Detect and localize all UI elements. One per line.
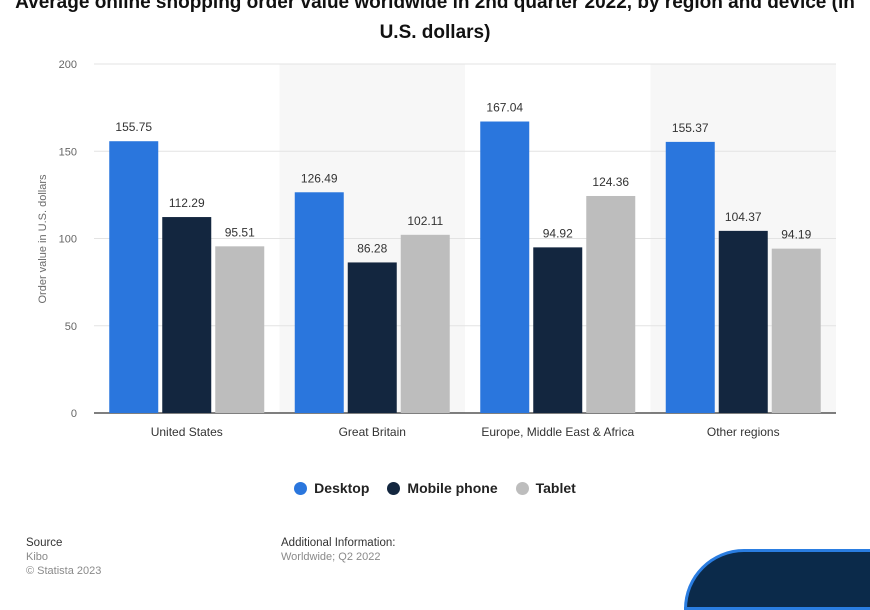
bar-chart: 0 50 100 150 200 155.75 112.29 95.51 126.49 86.2…	[37, 59, 836, 439]
y-axis-label: Order value in U.S. dollars	[37, 174, 49, 303]
source-value: Kibo	[26, 551, 49, 563]
data-label: 124.36	[592, 175, 629, 189]
data-label: 167.04	[486, 101, 523, 115]
additional-info-block: Additional Information: Worldwide; Q2 20…	[281, 536, 395, 564]
legend-label: Tablet	[535, 480, 576, 496]
bar-tablet[interactable]	[586, 195, 636, 413]
data-label: 112.29	[169, 196, 205, 210]
additional-info-value: Worldwide; Q2 2022	[281, 551, 381, 563]
x-axis-ticks: United States Great Britain Europe, Middle…	[151, 425, 780, 439]
legend-item-tablet[interactable]: Tablet	[515, 480, 576, 496]
y-tick-label: 50	[65, 321, 77, 333]
chart-title: Average online shopping order value worl…	[0, 0, 870, 48]
legend-label: Desktop	[314, 480, 370, 496]
source-block: Source Kibo © Statista 2023	[26, 536, 101, 578]
data-label: 86.28	[357, 241, 387, 255]
bar-desktop[interactable]	[480, 121, 530, 413]
chart-title-line-1: Average online shopping order value worl…	[15, 0, 855, 13]
legend-label: Mobile phone	[407, 480, 498, 496]
y-tick-label: 200	[59, 59, 77, 71]
additional-info-label: Additional Information:	[281, 537, 396, 549]
x-tick-label: Europe, Middle East & Africa	[481, 425, 634, 439]
data-label: 104.37	[725, 210, 762, 224]
data-label: 126.49	[301, 171, 338, 185]
source-label: Source	[26, 537, 63, 549]
legend: Desktop Mobile phone Tablet	[0, 480, 870, 496]
copyright: © Statista 2023	[26, 565, 102, 577]
chart-title-line-2: U.S. dollars)	[379, 22, 491, 43]
data-label: 94.92	[543, 226, 573, 240]
y-axis-ticks: 0 50 100 150 200	[59, 59, 77, 420]
x-tick-label: United States	[151, 425, 223, 439]
data-labels: 155.75 112.29 95.51 126.49 86.28 102.11 167.04…	[115, 101, 811, 256]
bar-mobile-phone[interactable]	[347, 262, 397, 413]
bar-tablet[interactable]	[400, 234, 450, 413]
y-tick-label: 150	[59, 146, 77, 158]
data-label: 102.11	[407, 214, 443, 228]
bar-tablet[interactable]	[771, 248, 821, 413]
x-tick-label: Other regions	[707, 425, 780, 439]
data-label: 95.51	[225, 225, 255, 239]
bar-desktop[interactable]	[294, 192, 344, 413]
bar-desktop[interactable]	[109, 141, 159, 413]
statista-corner-graphic	[684, 549, 870, 610]
x-tick-label: Great Britain	[339, 425, 406, 439]
y-tick-label: 0	[71, 408, 77, 420]
bars	[109, 121, 821, 414]
legend-swatch	[387, 481, 401, 495]
bar-tablet[interactable]	[215, 246, 265, 413]
data-label: 155.37	[672, 121, 709, 135]
bar-mobile-phone[interactable]	[718, 230, 768, 413]
legend-item-desktop[interactable]: Desktop	[294, 480, 369, 496]
y-tick-label: 100	[59, 234, 77, 246]
legend-swatch	[294, 481, 308, 495]
legend-item-mobile-phone[interactable]: Mobile phone	[387, 480, 498, 496]
bar-desktop[interactable]	[665, 141, 715, 414]
bar-mobile-phone[interactable]	[533, 247, 583, 413]
data-label: 155.75	[115, 120, 152, 134]
legend-swatch	[515, 481, 529, 495]
data-label: 94.19	[781, 228, 811, 242]
bar-mobile-phone[interactable]	[162, 217, 212, 413]
